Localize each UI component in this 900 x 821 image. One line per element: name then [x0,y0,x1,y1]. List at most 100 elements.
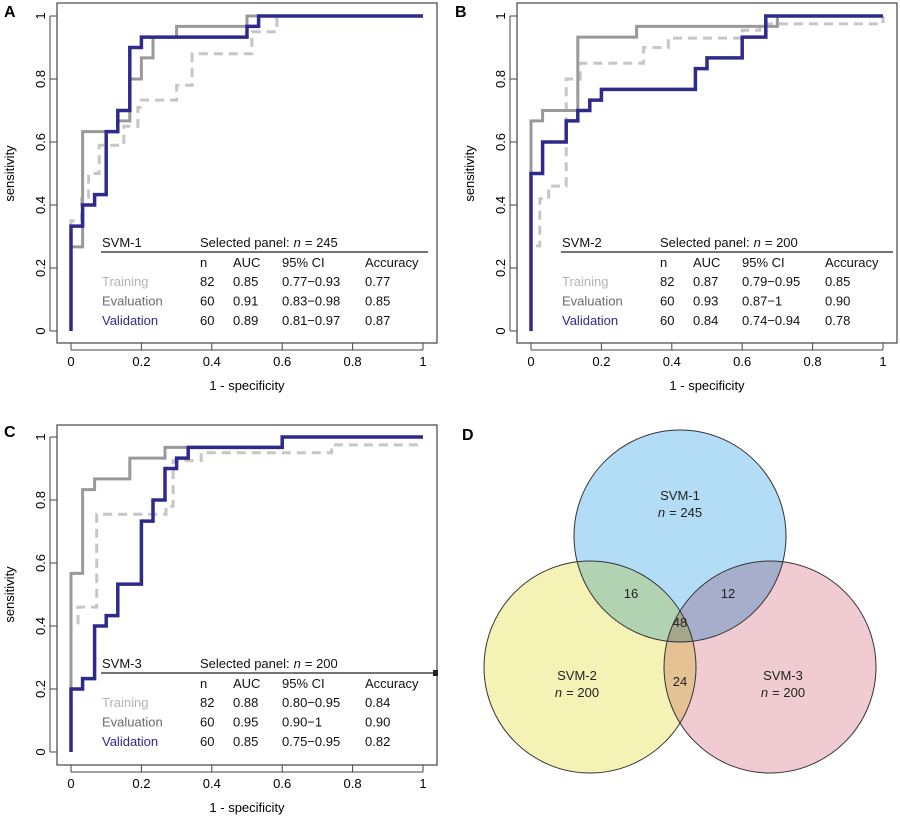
cell-ci: 0.77−0.93 [282,274,340,289]
model-name: SVM-3 [102,656,142,671]
table-header: AUC [233,255,260,270]
cell-n: 60 [660,313,674,328]
n-symbol: n [754,235,761,250]
cell-auc: 0.91 [233,294,258,309]
table-header: 95% CI [282,676,325,691]
venn-region-12 [574,561,696,642]
x-tick-label: 1 [879,354,886,369]
roc-panel-a: A 0 0.2 0.4 0.6 0.8 1 0 0.2 0.4 0.6 0.8 1 1 - specifi… [2,2,438,393]
cell-accuracy: 0.90 [365,715,390,730]
venn-overlap-13 [664,561,786,642]
y-tick-label: 0 [493,327,508,334]
n-value: = 200 [772,685,805,700]
y-tick-label: 1 [33,433,48,440]
venn-set-name: SVM-3 [763,668,803,683]
x-tick-label: 0.6 [273,776,291,791]
table-row: Evaluation 60 0.93 0.87−1 0.90 [562,294,850,309]
y-tick-label: 0 [33,327,48,334]
row-label: Validation [102,734,158,749]
cell-ci: 0.81−0.97 [282,313,340,328]
y-tick-label: 0.4 [33,617,48,635]
y-tick-label: 0.8 [33,491,48,509]
x-tick-label: 0.8 [344,776,362,791]
venn-outline-2 [483,560,697,774]
cell-n: 60 [200,715,214,730]
table-row: Training 82 0.85 0.77−0.93 0.77 [102,274,390,289]
table-header: n [200,255,207,270]
table-row: Validation 60 0.89 0.81−0.97 0.87 [102,313,390,328]
x-axis-label: 1 - specificity [669,378,745,393]
x-tick-label: 0.4 [203,354,221,369]
venn-region-13 [664,561,786,642]
y-axis-label: sensitivity [2,566,17,623]
roc-curve-validation [69,435,423,752]
cell-accuracy: 0.85 [365,294,390,309]
venn-panel-d: D SVM-1 n = 245 SVM-2 n = 200 SVM-3 n = 200 16 12 48… [462,427,877,774]
y-tick-label: 1 [493,12,508,19]
x-tick-label: 0.8 [344,354,362,369]
table-row: Training 82 0.87 0.79−0.95 0.85 [562,274,850,289]
venn-outline-1 [573,429,787,643]
cell-accuracy: 0.82 [365,734,390,749]
x-tick-label: 0.2 [132,776,150,791]
plot-frame [516,2,898,344]
n-symbol: n [294,656,301,671]
table-header: n [200,676,207,691]
y-tick-label: 0.8 [33,70,48,88]
table-row: Evaluation 60 0.95 0.90−1 0.90 [102,715,390,730]
x-tick-label: 0.4 [203,776,221,791]
panel-letter: D [462,427,474,444]
n-value: = 200 [305,656,338,671]
table-header: Accuracy [365,676,419,691]
venn-count-svm1-svm2: 16 [624,586,638,601]
x-tick-label: 0.2 [132,354,150,369]
row-label: Validation [562,313,618,328]
row-label: Evaluation [102,294,163,309]
y-tick-label: 0.2 [33,680,48,698]
y-tick-label: 0.2 [493,259,508,277]
x-tick-label: 0 [67,354,74,369]
selected-panel-label: Selected panel: n = 200 [660,235,798,250]
n-value: = 245 [305,235,338,250]
roc-curve-evaluation [529,14,883,331]
cell-n: 82 [200,695,214,710]
selected-panel-label: Selected panel: n = 245 [200,235,338,250]
row-label: Evaluation [102,715,163,730]
cell-n: 82 [660,274,674,289]
venn-count-all: 48 [673,615,687,630]
row-label: Validation [102,313,158,328]
cell-ci: 0.90−1 [282,715,322,730]
n-symbol: n [658,505,665,520]
plot-frame [56,2,438,344]
cell-auc: 0.85 [233,274,258,289]
x-tick-label: 0.6 [273,354,291,369]
venn-outline-3 [663,560,877,774]
y-axis-label: sensitivity [2,145,17,202]
cell-n: 60 [660,294,674,309]
roc-curve-training [529,16,885,331]
roc-panel-b: B 0 0.2 0.4 0.6 0.8 1 0 0.2 0.4 0.6 0.8 1 1 - specifi… [455,2,898,393]
cell-ci: 0.74−0.94 [742,313,800,328]
cell-ci: 0.87−1 [742,294,782,309]
venn-count-svm2-svm3: 24 [673,674,687,689]
selected-panel-prefix: Selected panel: [200,656,290,671]
x-tick-label: 0.6 [733,354,751,369]
cell-auc: 0.88 [233,695,258,710]
x-tick-label: 0 [527,354,534,369]
table-header: Accuracy [825,255,879,270]
row-label: Training [562,274,608,289]
selected-panel-label: Selected panel: n = 200 [200,656,338,671]
cell-accuracy: 0.87 [365,313,390,328]
panel-letter: C [4,424,16,441]
venn-set-name: SVM-2 [557,668,597,683]
cell-n: 82 [200,274,214,289]
table-header: Accuracy [365,255,419,270]
cell-ci: 0.80−0.95 [282,695,340,710]
roc-curve-validation [529,14,883,331]
cell-ci: 0.75−0.95 [282,734,340,749]
roc-curve-training [69,14,423,331]
y-tick-label: 0.6 [33,554,48,572]
y-tick-label: 0.4 [493,196,508,214]
venn-set-name: SVM-1 [660,488,700,503]
